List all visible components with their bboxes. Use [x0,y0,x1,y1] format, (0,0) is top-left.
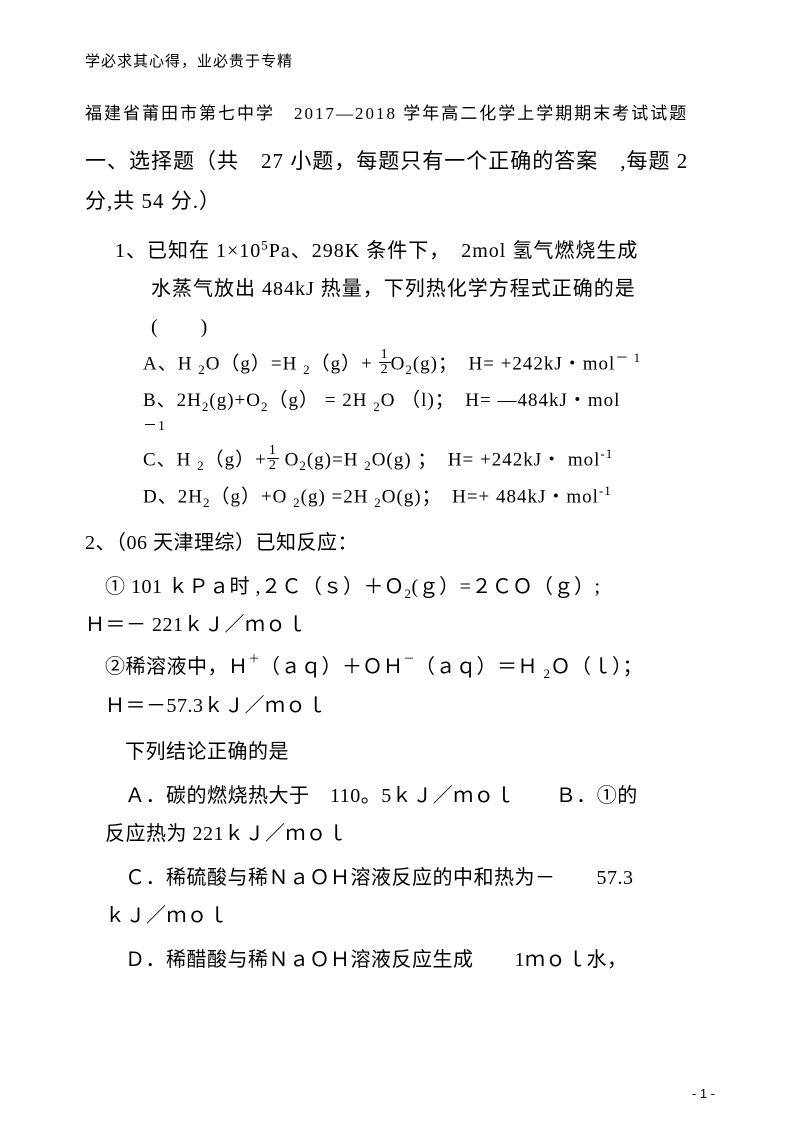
q1-stem-line2: 水蒸气放出 484kJ 热量，下列热化学方程式正确的是 [151,270,715,308]
q1-option-a: A、H 2O（g）=H 2（g）+ 12O2(g)； H= +242kJ・mol… [143,346,715,383]
q2-stem2: 下列结论正确的是 [125,733,715,771]
fraction-half-icon: 12 [267,444,279,473]
q2-option-c2: ｋＪ／ｍｏｌ [105,897,715,935]
plus-charge-icon: ＋ [249,655,261,682]
q2-eq1-line2: Ｈ＝－ 221ｋＪ／ｍｏｌ [85,606,715,644]
q2-eq2-line1: ②稀溶液中，Ｈ＋ （ａｑ）＋ＯＨ－ （ａｑ）＝Ｈ 2Ｏ（ｌ）； [105,648,715,687]
minus-charge-icon: － [404,655,416,682]
q1-option-d: D、2H2（g）+O 2(g) =2H 2O(g)； H=+ 484kJ・mol… [143,479,715,516]
q2-option-a: Ａ．碳的燃烧热大于 110。5ｋＪ／ｍｏｌ Ｂ．①的 [125,777,715,815]
q2-eq2-line2: Ｈ＝－57.3ｋＪ／ｍｏｌ [105,687,715,725]
q2-option-d: Ｄ．稀醋酸与稀ＮａＯＨ溶液反应生成 1ｍｏｌ水， [125,941,715,979]
section-header: 一、选择题（共 27 小题，每题只有一个正确的答案 ,每题 2 分,共 54 分… [85,142,715,222]
q1-option-c: C、H 2（g）+12 O2(g)=H 2O(g) ； H= +242kJ・ m… [143,442,715,479]
question-2: 2、（06 天津理综）已知反应： ① 101 ｋＰａ时 ,２Ｃ（ｓ）＋Ｏ2(ｇ）… [85,524,715,979]
q2-option-c: Ｃ．稀硫酸与稀ＮａＯＨ溶液反应的中和热为－ 57.3 [125,859,715,897]
q1-stem-line3: ( ) [151,308,715,346]
q2-option-a2: 反应热为 221ｋＪ／ｍｏｌ [105,815,715,853]
question-1: 1、已知在 1×105Pa、298K 条件下， 2mol 氢气燃烧生成 水蒸气放… [115,232,715,516]
page-number: - 1 - [692,1086,715,1101]
q2-eq1-line1: ① 101 ｋＰａ时 ,２Ｃ（ｓ）＋Ｏ2(ｇ）=２ＣＯ（ｇ）; [105,568,715,607]
q1-option-b-exp: －1 [143,419,715,436]
exam-title: 福建省莆田市第七中学 2017—2018 学年高二化学上学期期末考试试题 [85,99,715,124]
fraction-half-icon: 12 [379,348,391,377]
header-note: 学必求其心得，业必贵于专精 [85,50,715,71]
q1-stem-line1: 1、已知在 1×105Pa、298K 条件下， 2mol 氢气燃烧生成 [115,232,715,270]
q2-stem: 2、（06 天津理综）已知反应： [85,524,715,562]
q1-option-b: B、2H2(g)+O2（g） = 2H 2O （l)； H= ―484kJ・mo… [143,383,715,419]
